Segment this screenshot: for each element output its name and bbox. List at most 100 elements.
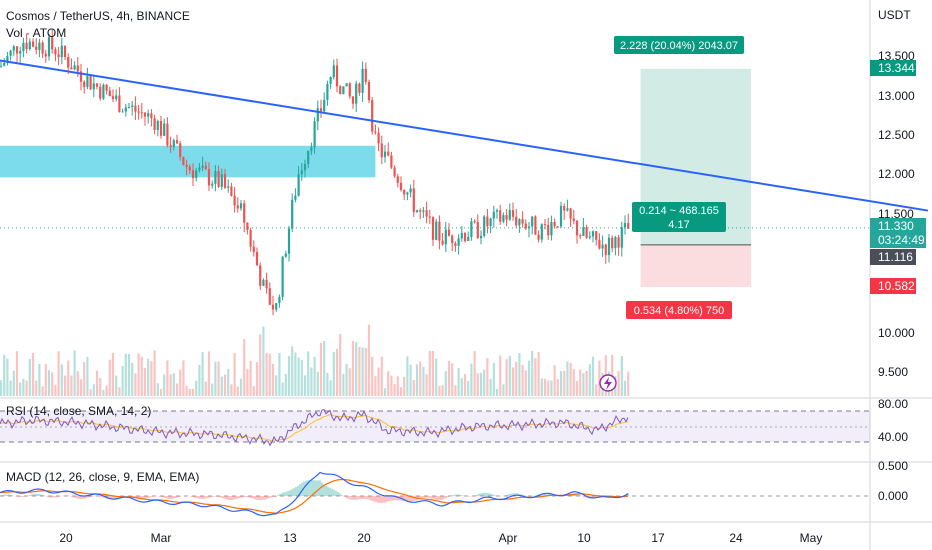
macd-histogram-bar: [457, 494, 459, 496]
candle-body: [345, 83, 348, 87]
candlesticks: [0, 29, 630, 316]
volume-bar: [255, 362, 259, 396]
macd-histogram-bar: [169, 496, 171, 499]
price-tick: 12.000: [878, 167, 915, 181]
candle-body: [569, 208, 572, 219]
macd-histogram-bar: [459, 494, 461, 496]
candle-body: [403, 189, 406, 195]
volume-bar: [278, 352, 281, 396]
candle-body: [307, 150, 310, 164]
volume-bar: [265, 352, 268, 396]
macd-histogram-bar: [159, 496, 161, 497]
macd-histogram-bar: [259, 496, 261, 501]
volume-bar: [163, 374, 166, 396]
candle-body: [374, 131, 377, 133]
volume-bar: [531, 351, 534, 396]
macd-histogram-bar: [85, 496, 87, 499]
macd-histogram-bar: [3, 494, 5, 496]
volume-bar: [51, 372, 54, 396]
candle-body: [505, 215, 508, 220]
macd-histogram-bar: [357, 496, 359, 500]
candle-body: [534, 216, 537, 235]
candle-body: [169, 145, 172, 148]
rsi-tick: 80.00: [878, 397, 908, 411]
volume-bar: [188, 388, 191, 396]
candle-body: [6, 55, 9, 63]
candle-body: [444, 229, 447, 245]
macd-histogram-bar: [41, 494, 43, 496]
volume-bar: [451, 363, 454, 396]
candle-body: [441, 240, 444, 245]
volume-bar: [185, 385, 188, 396]
candle-body: [579, 235, 582, 237]
macd-histogram-bar: [477, 494, 479, 496]
candle-body: [57, 54, 60, 58]
position-risk-reward: 0.214 ~ 468.165: [639, 205, 719, 217]
candle-body: [438, 221, 441, 241]
candle-body: [172, 140, 175, 148]
volume-bar: [582, 373, 585, 396]
volume-bar: [559, 370, 563, 396]
candle-body: [175, 140, 179, 144]
resistance-zone-layer: [0, 145, 376, 178]
volume-bar: [230, 384, 233, 396]
candle-body: [249, 230, 252, 247]
volume-bar: [537, 351, 540, 396]
macd-histogram-bar: [207, 496, 209, 498]
macd-histogram-bar: [309, 480, 311, 496]
candle-body: [467, 236, 470, 241]
candle-body: [326, 83, 329, 100]
candle-body: [559, 205, 563, 227]
volume-bar: [403, 376, 406, 396]
volume-bar: [172, 373, 175, 396]
volume-bar: [435, 358, 438, 396]
candle-body: [627, 223, 630, 229]
price-axis[interactable]: 13.500 13.000 12.500 12.000 11.500 10.00…: [878, 49, 915, 379]
macd-histogram-bar: [71, 496, 73, 497]
candle-body: [553, 222, 556, 227]
macd-histogram-bar: [431, 496, 433, 499]
volume-bar: [201, 352, 204, 396]
macd-histogram-bar: [491, 494, 493, 496]
candle-body: [451, 235, 454, 244]
candle-body: [83, 81, 86, 88]
volume-bar: [591, 356, 595, 396]
macd-histogram-bar: [103, 496, 105, 498]
macd-histogram-bar: [331, 488, 333, 496]
volume-bar: [214, 361, 217, 396]
volume-bar: [588, 364, 591, 396]
candle-body: [473, 221, 476, 223]
volume-bar: [38, 363, 41, 396]
volume-bar: [569, 362, 572, 396]
macd-histogram-bar: [199, 496, 201, 499]
macd-tick: 0.000: [878, 489, 908, 503]
volume-bar: [19, 382, 22, 396]
macd-histogram-bar: [379, 496, 381, 503]
candle-body: [15, 46, 19, 54]
trendline[interactable]: [0, 59, 929, 212]
macd-histogram-bar: [523, 495, 525, 496]
volume-bar: [486, 358, 489, 396]
candle-body: [543, 224, 547, 226]
macd-histogram-bar: [89, 496, 91, 498]
macd-histogram-bar: [75, 496, 77, 499]
candle-body: [271, 304, 275, 310]
volume-bar: [521, 365, 524, 396]
macd-histogram-bar: [305, 480, 307, 496]
candle-body: [415, 210, 419, 212]
macd-histogram-bar: [407, 496, 409, 502]
macd-histogram-bar: [479, 493, 481, 496]
candle-body: [508, 210, 511, 220]
target-label-box: [614, 36, 744, 54]
macd-histogram-bar: [297, 485, 299, 496]
volume-bar: [99, 378, 102, 396]
candle-body: [131, 105, 134, 107]
volume-bar: [473, 351, 476, 396]
volume-bar: [598, 360, 601, 396]
candle-body: [297, 174, 300, 196]
long-position-tool[interactable]: [640, 68, 752, 288]
volume-bar: [147, 358, 150, 396]
macd-histogram-bar: [585, 496, 587, 498]
time-axis[interactable]: 20 Mar 13 20 Apr 10 17 24 May: [59, 531, 822, 545]
